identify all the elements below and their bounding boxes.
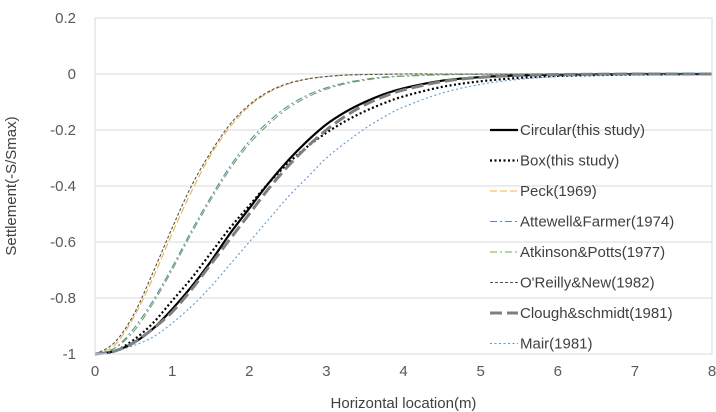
legend-label-2: Peck(1969) <box>520 183 597 200</box>
x-tick-label: 3 <box>322 363 330 380</box>
y-tick-label: -0.6 <box>50 234 76 251</box>
legend-label-0: Circular(this study) <box>520 122 645 139</box>
x-tick-label: 2 <box>245 363 253 380</box>
y-tick-labels: 0.2 0 -0.2 -0.4 -0.6 -0.8 -1 <box>50 10 76 363</box>
y-tick-label: 0.2 <box>55 10 76 27</box>
y-tick-label: -0.8 <box>50 290 76 307</box>
legend-label-7: Mair(1981) <box>520 336 593 353</box>
x-tick-label: 0 <box>91 363 99 380</box>
series-line-7 <box>94 73 713 355</box>
x-tick-label: 7 <box>631 363 639 380</box>
x-tick-label: 1 <box>168 363 176 380</box>
x-tick-labels: 0 1 2 3 4 5 6 7 8 <box>91 363 716 380</box>
x-tick-label: 5 <box>476 363 484 380</box>
y-tick-label: -1 <box>63 346 76 363</box>
y-tick-label: 0 <box>68 66 76 83</box>
plot-frame <box>94 17 713 355</box>
legend-label-5: O'Reilly&New(1982) <box>520 275 655 292</box>
x-tick-label: 8 <box>708 363 716 380</box>
y-tick-label: -0.4 <box>50 178 76 195</box>
x-tick-label: 4 <box>399 363 407 380</box>
series-lines <box>94 72 713 356</box>
legend: Circular(this study) Box(this study) Peck(… <box>490 122 674 353</box>
x-axis-label: Horizontal location(m) <box>331 395 477 412</box>
legend-label-6: Clough&schmidt(1981) <box>520 305 673 322</box>
x-tick-label: 6 <box>554 363 562 380</box>
y-tick-label: -0.2 <box>50 122 76 139</box>
series-line-5 <box>94 73 712 355</box>
grid-lines <box>95 17 712 355</box>
y-axis-label: Settlement(-S/Smax) <box>3 116 20 255</box>
legend-label-4: Atkinson&Potts(1977) <box>520 244 665 261</box>
series-line-6 <box>94 72 712 356</box>
legend-label-3: Attewell&Farmer(1974) <box>520 214 674 231</box>
legend-label-1: Box(this study) <box>520 153 619 170</box>
